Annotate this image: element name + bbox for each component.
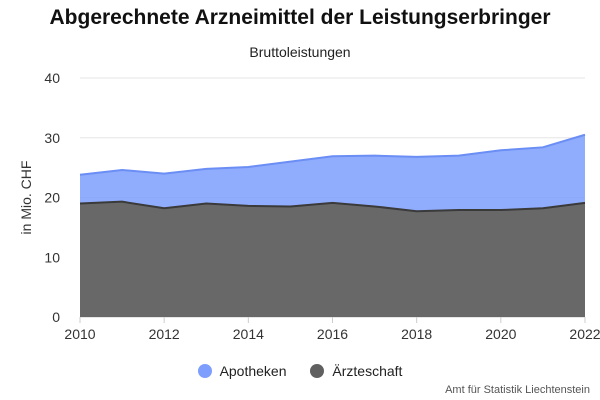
ytick-label-40: 40 [44,70,60,86]
xtick-label-2012: 2012 [149,326,180,342]
ytick-label-0: 0 [52,309,60,325]
area-aerzteschaft [80,201,585,317]
legend-label-aerzteschaft: Ärzteschaft [332,363,403,379]
chart-subtitle: Bruttoleistungen [249,44,351,60]
y-axis-label: in Mio. CHF [18,161,34,235]
line-apotheken [79,133,586,176]
area-apotheken [80,134,585,212]
xtick-label-2014: 2014 [233,326,264,342]
xtick-label-2022: 2022 [569,326,600,342]
legend-swatch-aerzteschaft [310,364,325,378]
xtick-label-2010: 2010 [64,326,95,342]
chart-title: Abgerechnete Arzneimittel der Leistungse… [49,6,551,29]
line-aerzteschaft [79,200,586,213]
legend-item-aerzteschaft[interactable]: Ärzteschaft [310,363,402,379]
ytick-label-30: 30 [44,130,60,146]
chart-credits: Amt für Statistik Liechtenstein [445,384,590,396]
chart-legend: Apotheken Ärzteschaft [0,363,600,381]
legend-item-apotheken[interactable]: Apotheken [197,363,287,379]
xtick-label-2016: 2016 [317,326,348,342]
ytick-label-10: 10 [44,249,60,265]
ytick-label-20: 20 [44,190,60,206]
legend-swatch-apotheken [197,364,212,378]
xtick-label-2020: 2020 [485,326,516,342]
legend-label-apotheken: Apotheken [219,363,287,379]
xtick-label-2018: 2018 [401,326,432,342]
